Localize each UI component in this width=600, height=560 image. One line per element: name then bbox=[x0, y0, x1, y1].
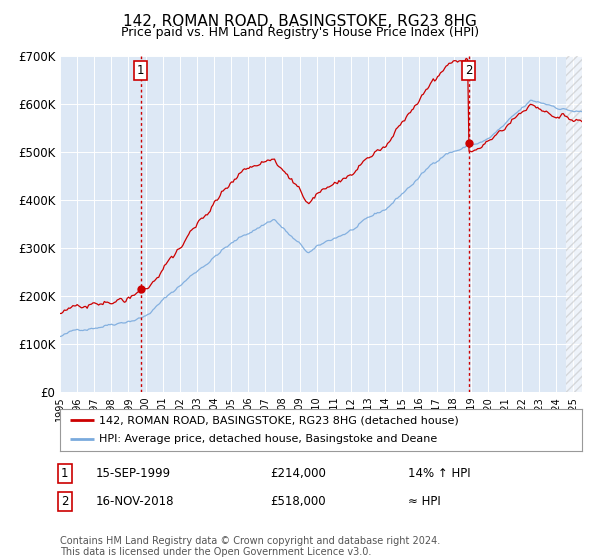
Text: 142, ROMAN ROAD, BASINGSTOKE, RG23 8HG (detached house): 142, ROMAN ROAD, BASINGSTOKE, RG23 8HG (… bbox=[99, 415, 459, 425]
Text: 2: 2 bbox=[61, 494, 68, 508]
Text: 15-SEP-1999: 15-SEP-1999 bbox=[96, 466, 171, 480]
Text: 142, ROMAN ROAD, BASINGSTOKE, RG23 8HG: 142, ROMAN ROAD, BASINGSTOKE, RG23 8HG bbox=[123, 14, 477, 29]
Text: Contains HM Land Registry data © Crown copyright and database right 2024.
This d: Contains HM Land Registry data © Crown c… bbox=[60, 535, 440, 557]
Text: 16-NOV-2018: 16-NOV-2018 bbox=[96, 494, 175, 508]
Text: HPI: Average price, detached house, Basingstoke and Deane: HPI: Average price, detached house, Basi… bbox=[99, 435, 437, 445]
Bar bbox=[566, 56, 582, 392]
Text: 1: 1 bbox=[61, 466, 68, 480]
Text: 1: 1 bbox=[137, 64, 145, 77]
Text: ≈ HPI: ≈ HPI bbox=[408, 494, 441, 508]
Text: 2: 2 bbox=[465, 64, 472, 77]
Text: £518,000: £518,000 bbox=[270, 494, 326, 508]
Text: Price paid vs. HM Land Registry's House Price Index (HPI): Price paid vs. HM Land Registry's House … bbox=[121, 26, 479, 39]
Text: £214,000: £214,000 bbox=[270, 466, 326, 480]
Text: 14% ↑ HPI: 14% ↑ HPI bbox=[408, 466, 470, 480]
